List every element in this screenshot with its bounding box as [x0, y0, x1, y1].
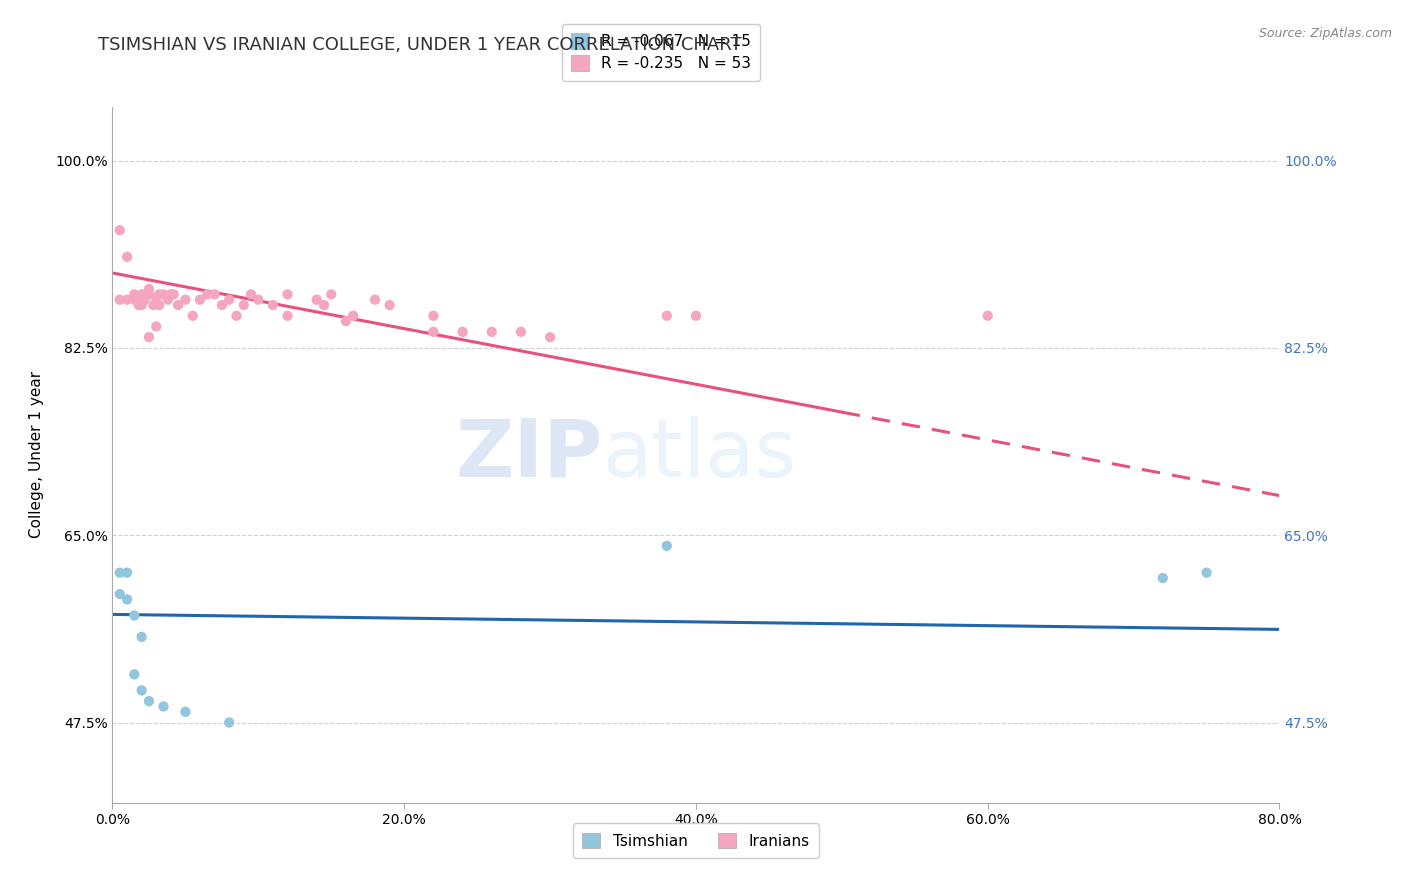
Point [138, 694, 160, 708]
Point [124, 293, 146, 307]
Point [195, 287, 218, 301]
Point [124, 287, 146, 301]
Point [145, 319, 167, 334]
Point [115, 592, 138, 607]
Point [321, 287, 343, 301]
Point [655, 309, 678, 323]
Point [115, 566, 138, 580]
Point [422, 325, 444, 339]
Point [538, 330, 561, 344]
Point [655, 539, 678, 553]
Point [422, 309, 444, 323]
Point [364, 293, 387, 307]
Point [232, 298, 254, 312]
Point [131, 287, 153, 301]
Y-axis label: College, Under 1 year: College, Under 1 year [30, 371, 44, 539]
Point [115, 293, 138, 307]
Point [305, 293, 328, 307]
Point [174, 705, 197, 719]
Point [218, 715, 240, 730]
Point [262, 298, 284, 312]
Legend: Tsimshian, Iranians: Tsimshian, Iranians [574, 823, 818, 858]
Point [108, 566, 131, 580]
Point [181, 309, 204, 323]
Point [131, 298, 153, 312]
Point [335, 314, 357, 328]
Point [685, 309, 707, 323]
Point [108, 293, 131, 307]
Point [276, 287, 298, 301]
Point [124, 667, 146, 681]
Point [108, 223, 131, 237]
Point [163, 287, 186, 301]
Point [378, 298, 401, 312]
Point [188, 293, 211, 307]
Text: TSIMSHIAN VS IRANIAN COLLEGE, UNDER 1 YEAR CORRELATION CHART: TSIMSHIAN VS IRANIAN COLLEGE, UNDER 1 YE… [98, 36, 742, 54]
Point [138, 287, 160, 301]
Point [148, 298, 170, 312]
Point [145, 293, 167, 307]
Point [156, 293, 179, 307]
Point [152, 287, 174, 301]
Point [1195, 566, 1218, 580]
Point [1152, 571, 1174, 585]
Point [312, 298, 335, 312]
Point [204, 287, 226, 301]
Point [218, 293, 240, 307]
Point [138, 282, 160, 296]
Point [160, 287, 183, 301]
Point [131, 683, 153, 698]
Point [131, 630, 153, 644]
Text: ZIP: ZIP [456, 416, 603, 494]
Point [167, 298, 190, 312]
Point [152, 699, 174, 714]
Point [134, 293, 156, 307]
Point [225, 309, 247, 323]
Point [509, 325, 531, 339]
Point [142, 298, 165, 312]
Point [451, 325, 474, 339]
Point [138, 330, 160, 344]
Point [115, 250, 138, 264]
Point [342, 309, 364, 323]
Point [240, 287, 263, 301]
Point [174, 293, 197, 307]
Point [211, 298, 233, 312]
Point [124, 608, 146, 623]
Point [976, 309, 998, 323]
Point [276, 309, 298, 323]
Point [148, 287, 170, 301]
Point [481, 325, 503, 339]
Point [247, 293, 270, 307]
Text: Source: ZipAtlas.com: Source: ZipAtlas.com [1258, 27, 1392, 40]
Point [128, 298, 150, 312]
Text: atlas: atlas [603, 416, 797, 494]
Point [108, 587, 131, 601]
